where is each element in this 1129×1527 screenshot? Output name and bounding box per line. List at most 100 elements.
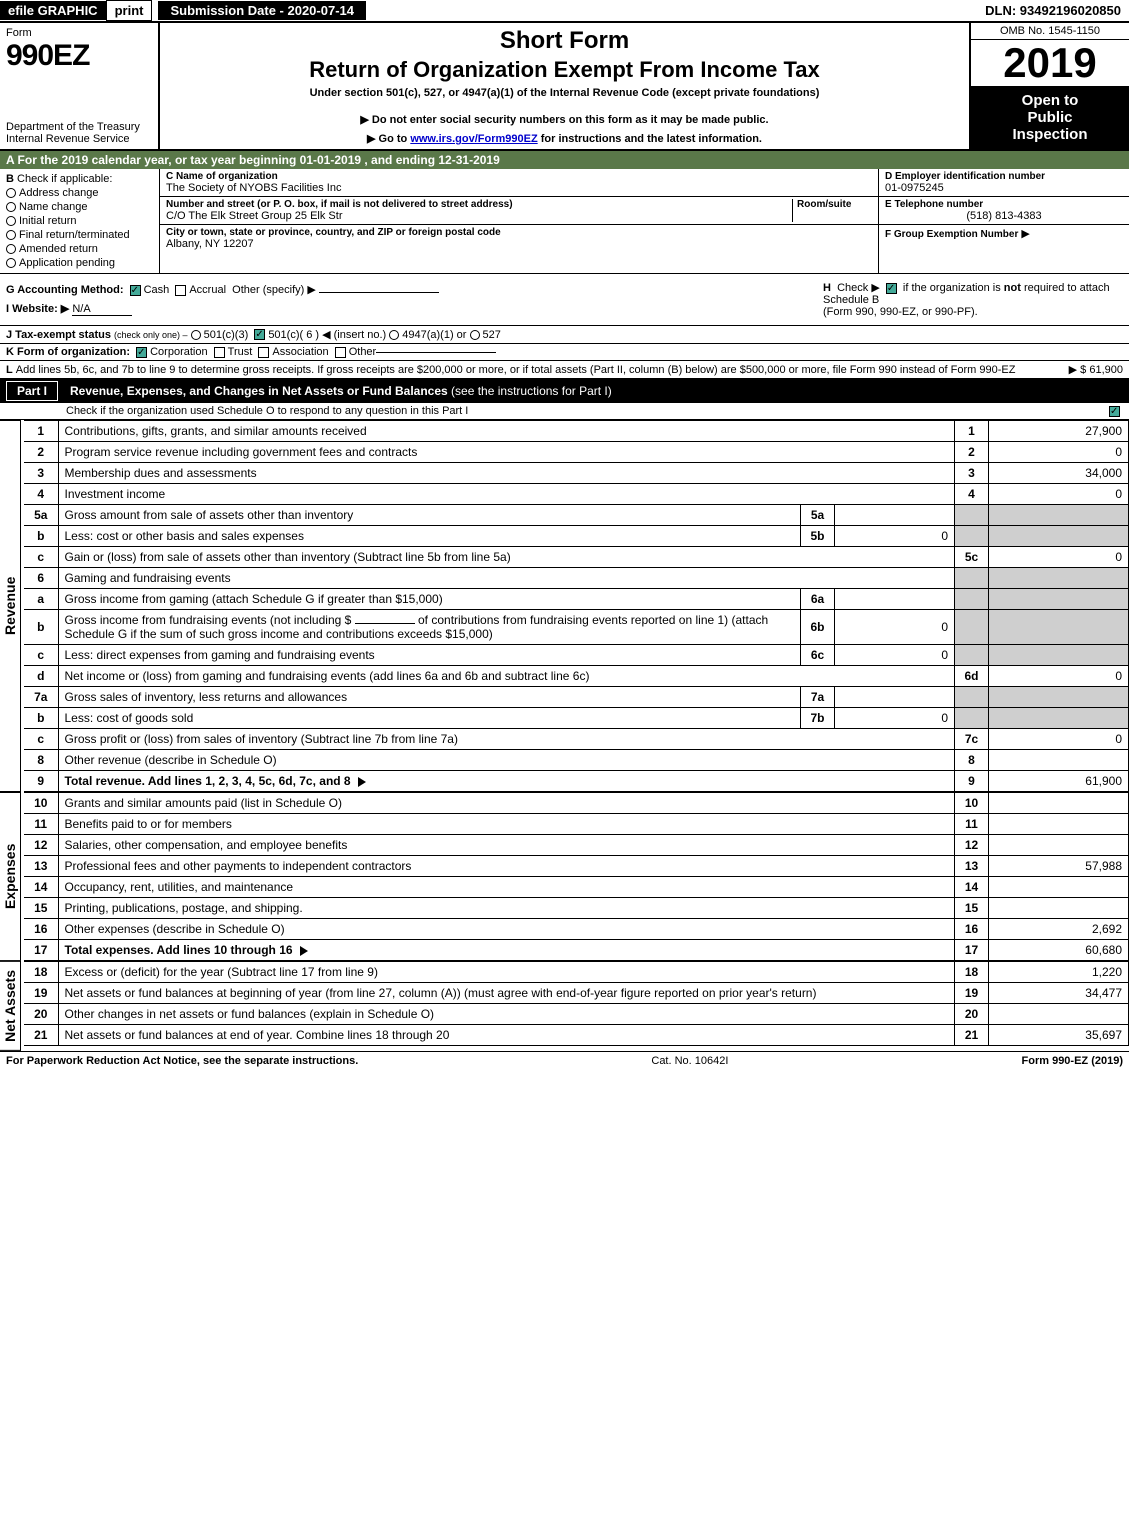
sl-6c: 6c — [801, 645, 835, 666]
val-5b — [989, 526, 1129, 547]
desc-7b: Less: cost of goods sold — [65, 711, 194, 725]
row-6b: bGross income from fundraising events (n… — [24, 610, 1129, 645]
return-title: Return of Organization Exempt From Incom… — [168, 57, 961, 83]
ln-6d: d — [24, 666, 58, 687]
chk-other-org[interactable] — [335, 347, 346, 358]
desc-20: Other changes in net assets or fund bala… — [65, 1007, 435, 1021]
desc-21: Net assets or fund balances at end of ye… — [65, 1028, 450, 1042]
sv-5a — [835, 505, 955, 526]
goto-line: ▶ Go to www.irs.gov/Form990EZ for instru… — [168, 132, 961, 145]
chk-accrual[interactable] — [175, 285, 186, 296]
row-14: 14Occupancy, rent, utilities, and mainte… — [24, 877, 1129, 898]
desc-13: Professional fees and other payments to … — [65, 859, 412, 873]
sl-6a: 6a — [801, 589, 835, 610]
chk-cash[interactable] — [130, 285, 141, 296]
val-17: 60,680 — [989, 940, 1129, 961]
6b-blank[interactable] — [355, 623, 415, 624]
chk-corporation[interactable] — [136, 347, 147, 358]
nc-5b — [955, 526, 989, 547]
chk-trust[interactable] — [214, 347, 225, 358]
sl-6b: 6b — [801, 610, 835, 645]
row-3: 3Membership dues and assessments334,000 — [24, 463, 1129, 484]
ln-3: 3 — [24, 463, 58, 484]
goto-link[interactable]: www.irs.gov/Form990EZ — [410, 133, 537, 145]
chk-h[interactable] — [886, 283, 897, 294]
nc-6c — [955, 645, 989, 666]
chk-schedule-o[interactable] — [1109, 406, 1120, 417]
nc-5c: 5c — [955, 547, 989, 568]
opt-trust: Trust — [228, 346, 253, 358]
dept-line1: Department of the Treasury — [6, 121, 152, 133]
val-7b — [989, 708, 1129, 729]
row-7b: bLess: cost of goods sold7b0 — [24, 708, 1129, 729]
ln-6: 6 — [24, 568, 58, 589]
open-line2: Public — [975, 109, 1125, 126]
nc-7b — [955, 708, 989, 729]
chk-501c3[interactable] — [191, 330, 201, 340]
desc-7a: Gross sales of inventory, less returns a… — [65, 690, 348, 704]
desc-6d: Net income or (loss) from gaming and fun… — [65, 669, 590, 683]
nc-11: 11 — [955, 814, 989, 835]
ln-9: 9 — [24, 771, 58, 792]
ln-6a: a — [24, 589, 58, 610]
other-specify-input[interactable] — [319, 292, 439, 293]
chk-initial-return[interactable] — [6, 216, 16, 226]
website-value: N/A — [72, 303, 132, 316]
footer: For Paperwork Reduction Act Notice, see … — [0, 1051, 1129, 1070]
nc-6b — [955, 610, 989, 645]
desc-15: Printing, publications, postage, and shi… — [65, 901, 303, 915]
chk-4947[interactable] — [389, 330, 399, 340]
ln-6b: b — [24, 610, 58, 645]
nc-20: 20 — [955, 1004, 989, 1025]
val-14 — [989, 877, 1129, 898]
other-org-input[interactable] — [376, 352, 496, 353]
city-value: Albany, NY 12207 — [166, 238, 872, 250]
ln-12: 12 — [24, 835, 58, 856]
chk-final-return[interactable] — [6, 230, 16, 240]
row-6: 6 Gaming and fundraising events — [24, 568, 1129, 589]
nc-16: 16 — [955, 919, 989, 940]
revenue-table: 1Contributions, gifts, grants, and simil… — [24, 420, 1129, 792]
ln-5c: c — [24, 547, 58, 568]
expenses-side-label: Expenses — [0, 792, 21, 961]
do-not-enter: ▶ Do not enter social security numbers o… — [168, 113, 961, 126]
dept-treasury: Department of the Treasury Internal Reve… — [6, 121, 152, 145]
short-form-title: Short Form — [168, 27, 961, 55]
val-19: 34,477 — [989, 983, 1129, 1004]
expenses-table: 10Grants and similar amounts paid (list … — [24, 792, 1129, 961]
val-4: 0 — [989, 484, 1129, 505]
opt-association: Association — [272, 346, 328, 358]
nc-5a — [955, 505, 989, 526]
print-button[interactable]: print — [106, 0, 153, 21]
chk-address-change[interactable] — [6, 188, 16, 198]
ln-7c: c — [24, 729, 58, 750]
desc-6: Gaming and fundraising events — [65, 571, 231, 585]
tax-year: 2019 — [971, 40, 1129, 86]
part-i-title: Revenue, Expenses, and Changes in Net As… — [70, 384, 1123, 398]
phone-label: E Telephone number — [885, 199, 1123, 210]
h-text1: Check ▶ — [837, 282, 880, 294]
val-6a — [989, 589, 1129, 610]
chk-527[interactable] — [470, 330, 480, 340]
sv-5b: 0 — [835, 526, 955, 547]
desc-1: Contributions, gifts, grants, and simila… — [65, 424, 367, 438]
chk-application-pending[interactable] — [6, 258, 16, 268]
sl-5a: 5a — [801, 505, 835, 526]
opt-amended-return: Amended return — [19, 243, 98, 255]
addr-value: C/O The Elk Street Group 25 Elk Str — [166, 210, 792, 222]
desc-5c: Gain or (loss) from sale of assets other… — [65, 550, 511, 564]
nc-9: 9 — [955, 771, 989, 792]
org-name: The Society of NYOBS Facilities Inc — [166, 182, 872, 194]
nc-8: 8 — [955, 750, 989, 771]
col-b: B Check if applicable: Address change Na… — [0, 169, 160, 273]
chk-name-change[interactable] — [6, 202, 16, 212]
opt-501c: 501(c)( 6 ) ◀ (insert no.) — [268, 328, 386, 341]
ln-6c: c — [24, 645, 58, 666]
k-label: K Form of organization: — [6, 346, 130, 358]
chk-association[interactable] — [258, 347, 269, 358]
ln-10: 10 — [24, 793, 58, 814]
chk-501c[interactable] — [254, 329, 265, 340]
chk-amended-return[interactable] — [6, 244, 16, 254]
under-section: Under section 501(c), 527, or 4947(a)(1)… — [168, 87, 961, 99]
desc-17: Total expenses. Add lines 10 through 16 — [65, 943, 293, 957]
